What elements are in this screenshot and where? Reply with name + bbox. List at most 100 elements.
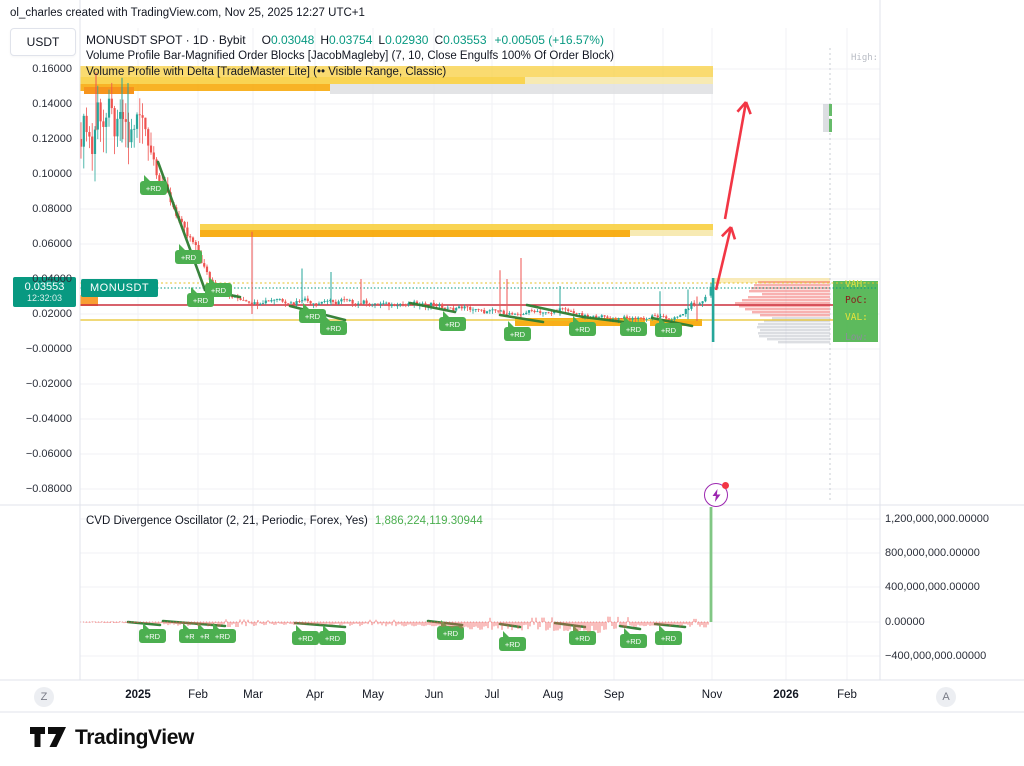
svg-text:+RD: +RD <box>211 286 227 295</box>
time-axis[interactable]: 2025 Feb Mar Apr May Jun Jul Aug Sep Nov 2026 Feb Z A <box>0 680 1024 712</box>
time-axis-label: May <box>362 689 384 701</box>
svg-text:+RD: +RD <box>146 184 162 193</box>
gridlines <box>80 28 880 680</box>
rd-signal-badge: +RD <box>655 317 682 337</box>
svg-text:+RD: +RD <box>298 634 314 643</box>
price-axis-label: 0.10000 <box>32 168 72 180</box>
rd-signal-badge: +RD <box>175 244 202 264</box>
currency-toggle-button[interactable]: USDT <box>10 28 76 56</box>
pane-borders <box>0 0 1024 713</box>
bar-countdown: 12:32:03 <box>26 293 63 304</box>
rd-signal-badge: +RD <box>140 175 167 195</box>
time-axis-label: Jul <box>484 689 500 701</box>
oscillator-axis-label: 800,000,000.00000 <box>885 547 980 559</box>
price-axis-label: 0.16000 <box>32 63 72 75</box>
profile-low-label: Low: <box>845 332 868 343</box>
oscillator-axis-label: 1,200,000,000.00000 <box>885 513 989 525</box>
svg-text:+RD: +RD <box>626 325 642 334</box>
svg-text:+RD: +RD <box>185 632 201 641</box>
ohlc-high-label: H <box>320 33 329 47</box>
time-axis-label: Mar <box>243 689 263 701</box>
price-axis-label: 0.08000 <box>32 203 72 215</box>
price-axis-label: −0.02000 <box>25 378 72 390</box>
rd-signal-badge: +RD <box>620 316 647 336</box>
rd-signal-badge: +RD <box>320 315 347 335</box>
oscillator-axis-label: −400,000,000.00000 <box>885 650 987 662</box>
price-axis-label: −0.06000 <box>25 448 72 460</box>
oscillator-value: 1,886,224,119.30944 <box>374 515 483 527</box>
price-axis-label: −0.04000 <box>25 413 72 425</box>
rd-signal-badge: +RD <box>209 623 236 643</box>
indicator-legend-order-blocks[interactable]: Volume Profile Bar-Magnified Order Block… <box>86 50 614 62</box>
volume-profile: VAH: PoC: VAL: Low: <box>735 48 878 503</box>
price-axis-label: 0.14000 <box>32 98 72 110</box>
rd-signal-badge: +RD <box>292 625 319 645</box>
ohlc-change: +0.00505 (+16.57%) <box>494 33 604 47</box>
last-price-value: 0.03553 <box>24 280 65 293</box>
price-axis[interactable]: 0.16000 0.14000 0.12000 0.10000 0.08000 0.060… <box>0 0 80 680</box>
left-hotkey-badge[interactable]: Z <box>34 687 54 707</box>
price-axis-label: −0.08000 <box>25 483 72 495</box>
time-axis-label: Jun <box>424 689 444 701</box>
ohlc-open-label: O <box>261 33 271 47</box>
last-price-flag: 0.03553 12:32:03 <box>13 277 76 307</box>
projection-arrows[interactable] <box>714 101 752 291</box>
price-axis-label: 0.04000 <box>32 273 72 285</box>
rd-signal-badge: +RD <box>319 625 346 645</box>
ohlc-high-value: 0.03754 <box>329 33 373 47</box>
svg-text:+RD: +RD <box>575 634 591 643</box>
price-axis-label: −0.00000 <box>25 343 72 355</box>
rd-signal-badge: +RD <box>439 311 466 331</box>
time-axis-label: Sep <box>603 689 625 701</box>
right-hotkey-badge[interactable]: A <box>936 687 956 707</box>
symbol-price-badge: MONUSDT <box>81 279 159 297</box>
rd-badges: +RD+RD+RD+RD+RD+RD +RD+RD+RD +RD +RD+RD +RD +… <box>139 175 682 651</box>
svg-text:+RD: +RD <box>661 634 677 643</box>
rd-signal-badge: +RD <box>569 625 596 645</box>
event-flash-icon[interactable] <box>704 482 729 507</box>
svg-text:+RD: +RD <box>445 320 461 329</box>
oscillator-legend[interactable]: CVD Divergence Oscillator (2, 21, Period… <box>86 515 483 527</box>
lightning-bolt-icon <box>712 488 720 502</box>
svg-text:+RD: +RD <box>193 296 209 305</box>
svg-text:+RD: +RD <box>215 632 231 641</box>
oscillator-axis-label: 400,000,000.00000 <box>885 581 980 593</box>
ohlc-low-value: 0.02930 <box>385 33 429 47</box>
ohlc-close-label: C <box>434 33 444 47</box>
ohlc-low-label: L <box>378 33 386 47</box>
time-axis-label: Aug <box>542 689 564 701</box>
svg-text:+RD: +RD <box>305 312 321 321</box>
svg-text:+RD: +RD <box>181 253 197 262</box>
oscillator-histogram <box>80 507 713 634</box>
svg-text:+RD: +RD <box>510 330 526 339</box>
rd-signal-badge: +RD <box>299 303 326 323</box>
profile-stats-box <box>833 281 878 342</box>
tradingview-logo[interactable]: TradingView <box>30 726 194 750</box>
oscillator-axis-label: 0.00000 <box>885 616 925 628</box>
profile-high-label: High: <box>851 53 879 63</box>
rd-signal-badge: +RD <box>655 625 682 645</box>
rd-signal-badge: +RD <box>139 623 166 643</box>
svg-text:+RD: +RD <box>326 324 342 333</box>
symbol-title[interactable]: MONUSDT SPOT · 1D · Bybit <box>86 33 246 47</box>
ohlc-open-value: 0.03048 <box>270 33 315 47</box>
profile-poc-label: PoC: <box>845 295 868 306</box>
price-axis-label: 0.06000 <box>32 238 72 250</box>
svg-text:+RD: +RD <box>661 326 677 335</box>
rd-signal-badge: +RD <box>205 277 232 297</box>
indicator-legend-volume-profile[interactable]: Volume Profile with Delta [TradeMaster L… <box>86 66 447 78</box>
svg-text:+RD: +RD <box>575 325 591 334</box>
svg-text:+RD: +RD <box>200 632 216 641</box>
svg-text:+RD: +RD <box>505 640 521 649</box>
oscillator-axis[interactable]: 1,200,000,000.00000 800,000,000.00000 400,… <box>880 505 1024 680</box>
time-axis-label: Apr <box>306 689 324 701</box>
rd-signal-badge: +RD <box>620 628 647 648</box>
oscillator-title[interactable]: CVD Divergence Oscillator (2, 21, Period… <box>86 515 368 527</box>
symbol-legend[interactable]: MONUSDT SPOT · 1D · Bybit O0.03048 H0.0375… <box>86 33 604 47</box>
price-axis-label: 0.02000 <box>32 308 72 320</box>
svg-text:+RD: +RD <box>325 634 341 643</box>
price-axis-label: 0.12000 <box>32 133 72 145</box>
time-axis-label: 2026 <box>773 689 799 701</box>
attribution-text: ol_charles created with TradingView.com,… <box>10 7 365 19</box>
